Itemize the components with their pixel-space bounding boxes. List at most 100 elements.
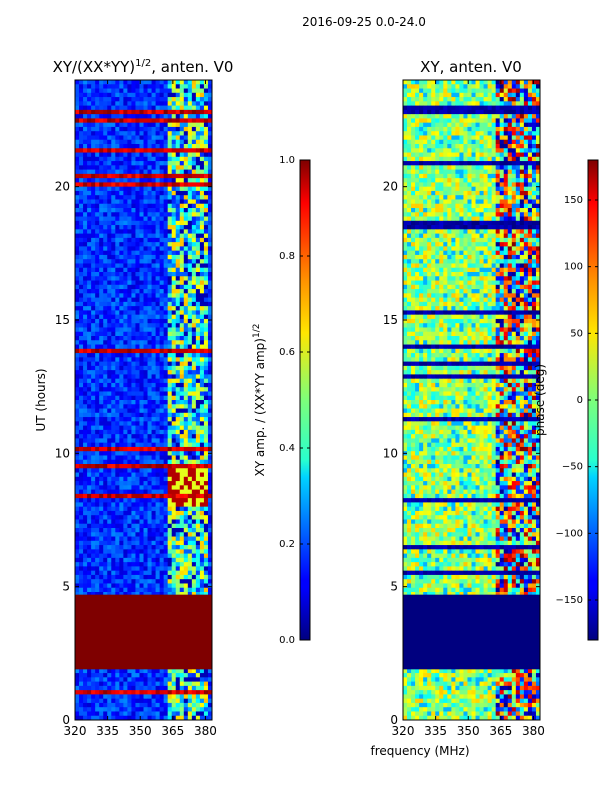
heatmap-cell	[159, 246, 165, 252]
heatmap-cell	[75, 254, 80, 260]
heatmap-cell	[131, 425, 136, 431]
heatmap-cell	[503, 101, 509, 106]
heatmap-cell	[103, 336, 108, 341]
heatmap-cell	[115, 361, 120, 367]
heatmap-cell	[135, 404, 140, 409]
heatmap-cell	[175, 711, 181, 717]
heatmap-cell	[75, 225, 80, 230]
heatmap-cell	[163, 549, 169, 554]
heatmap-cell	[147, 340, 152, 345]
heatmap-cell	[175, 434, 181, 439]
heatmap-cell	[199, 190, 205, 196]
heatmap-cell	[171, 237, 177, 243]
heatmap-cell	[199, 348, 205, 354]
heatmap-cell	[167, 464, 173, 469]
heatmap-cell	[83, 208, 88, 213]
heatmap-cell	[167, 374, 173, 380]
heatmap-cell	[115, 545, 120, 550]
heatmap-cell	[95, 715, 100, 720]
heatmap-cell	[111, 673, 116, 678]
heatmap-cell	[119, 165, 124, 170]
heatmap-cell	[115, 233, 120, 239]
heatmap-cell	[123, 395, 128, 401]
heatmap-cell	[411, 101, 416, 106]
heatmap-cell	[155, 400, 161, 405]
heatmap-cell	[171, 382, 177, 388]
heatmap-cell	[127, 579, 132, 584]
heatmap-cell	[171, 229, 177, 234]
heatmap-cell	[79, 677, 84, 682]
heatmap-cell	[163, 84, 169, 89]
heatmap-cell	[143, 182, 148, 188]
heatmap-cell	[167, 536, 173, 542]
heatmap-cell	[507, 122, 513, 128]
heatmap-cell	[119, 681, 124, 687]
heatmap-cell	[95, 148, 100, 153]
heatmap-cell	[167, 280, 173, 286]
heatmap-cell	[199, 272, 205, 277]
heatmap-cell	[123, 114, 128, 119]
heatmap-cell	[75, 353, 80, 358]
heatmap-cell	[147, 587, 152, 593]
heatmap-cell	[155, 280, 161, 286]
heatmap-cell	[107, 101, 112, 106]
heatmap-cell	[107, 387, 112, 392]
heatmap-cell	[107, 293, 112, 298]
heatmap-cell	[91, 340, 96, 345]
heatmap-cell	[103, 562, 108, 567]
heatmap-cell	[479, 118, 484, 124]
heatmap-cell	[147, 408, 152, 414]
heatmap-cell	[75, 690, 80, 695]
heatmap-cell	[79, 365, 84, 371]
heatmap-cell	[91, 284, 96, 290]
heatmap-cell	[203, 668, 209, 674]
heatmap-cell	[431, 126, 436, 132]
heatmap-cell	[195, 118, 201, 124]
heatmap-cell	[167, 109, 173, 115]
heatmap-cell	[167, 131, 173, 136]
heatmap-cell	[99, 681, 104, 687]
heatmap-cell	[135, 481, 140, 486]
heatmap-cell	[183, 173, 189, 179]
heatmap-cell	[151, 408, 156, 414]
heatmap-cell	[107, 161, 112, 166]
heatmap-cell	[163, 579, 169, 584]
heatmap-cell	[131, 455, 136, 461]
heatmap-cell	[203, 464, 209, 469]
heatmap-cell	[127, 502, 132, 508]
heatmap-cell	[155, 374, 161, 380]
heatmap-cell	[107, 493, 112, 499]
heatmap-cell	[159, 502, 165, 508]
heatmap-cell	[199, 310, 205, 316]
heatmap-cell	[139, 276, 144, 281]
heatmap-cell	[127, 587, 132, 593]
heatmap-cell	[171, 681, 177, 687]
heatmap-cell	[127, 395, 132, 401]
heatmap-cell	[123, 455, 128, 461]
heatmap-cell	[199, 673, 205, 678]
heatmap-cell	[471, 118, 476, 124]
heatmap-cell	[199, 421, 205, 426]
heatmap-cell	[151, 673, 156, 678]
colorbar-tick-label: 0.8	[279, 251, 295, 262]
heatmap-cell	[87, 122, 92, 128]
y-tick-label: 10	[55, 446, 70, 460]
heatmap-cell	[207, 216, 212, 222]
heatmap-cell	[159, 404, 165, 409]
heatmap-cell	[159, 152, 165, 158]
heatmap-cell	[475, 88, 480, 94]
heatmap-cell	[123, 400, 128, 405]
heatmap-cell	[143, 212, 148, 217]
heatmap-cell	[203, 434, 209, 439]
heatmap-cell	[111, 391, 116, 397]
heatmap-cell	[91, 519, 96, 525]
heatmap-cell	[159, 459, 165, 465]
heatmap-cell	[131, 540, 136, 546]
heatmap-cell	[155, 498, 161, 503]
heatmap-cell	[199, 353, 205, 358]
heatmap-cell	[103, 293, 108, 298]
heatmap-cell	[111, 536, 116, 542]
heatmap-cell	[159, 144, 165, 149]
heatmap-cell	[127, 216, 132, 222]
heatmap-cell	[75, 178, 80, 183]
